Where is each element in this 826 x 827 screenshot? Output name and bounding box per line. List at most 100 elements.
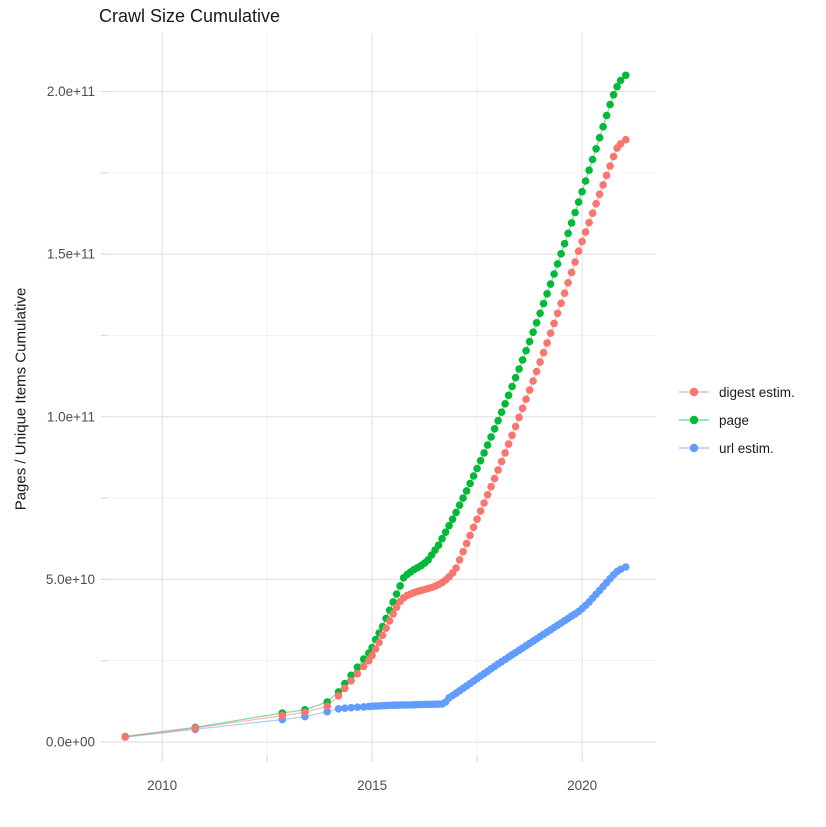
data-point-digest-estim	[494, 466, 502, 474]
data-point-page	[483, 441, 492, 449]
data-point-digest-estim	[571, 258, 579, 266]
data-point-digest-estim	[504, 440, 513, 448]
x-axis-tick-labels: 2010 2015 2020	[147, 778, 597, 793]
data-point-digest-estim	[359, 662, 368, 671]
data-point-digest-estim	[459, 547, 467, 556]
data-point-url-estim	[353, 703, 362, 711]
data-point-page	[560, 239, 569, 248]
data-point-digest-estim	[497, 457, 506, 466]
data-point-page	[553, 260, 562, 268]
data-point-page	[525, 337, 534, 346]
data-point-page	[473, 464, 481, 473]
data-point-page	[441, 528, 450, 536]
data-point-url-estim	[622, 563, 630, 571]
data-point-page	[392, 590, 401, 598]
legend-key-line-point-icon	[679, 415, 709, 425]
data-point-page	[581, 177, 590, 185]
data-point-digest-estim	[121, 733, 129, 741]
data-point-page	[504, 391, 513, 400]
data-point-digest-estim	[574, 247, 583, 255]
data-point-page	[455, 501, 464, 510]
data-point-page	[585, 166, 593, 174]
data-point-digest-estim	[567, 268, 576, 277]
data-point-digest-estim	[371, 645, 380, 653]
data-point-page	[522, 346, 530, 355]
svg-text:2010: 2010	[147, 778, 177, 793]
data-point-digest-estim	[564, 279, 572, 287]
data-point-page	[606, 100, 614, 109]
chart-title: Crawl Size Cumulative	[99, 6, 281, 26]
data-point-page	[501, 400, 509, 408]
data-point-page	[571, 208, 579, 217]
data-point-digest-estim	[536, 358, 544, 366]
data-point-digest-estim	[602, 171, 611, 180]
data-point-page	[567, 219, 576, 227]
data-point-digest-estim	[581, 228, 590, 236]
data-point-digest-estim	[392, 603, 401, 612]
data-point-digest-estim	[508, 431, 516, 440]
data-point-digest-estim	[518, 404, 527, 413]
gridlines-major	[108, 33, 656, 755]
series-digest-estim	[121, 135, 630, 741]
data-point-digest-estim	[557, 299, 565, 308]
data-point-digest-estim	[511, 422, 520, 431]
y-axis-title: Pages / Unique Items Cumulative	[12, 287, 30, 511]
data-point-digest-estim	[599, 181, 607, 189]
data-point-page	[564, 229, 572, 238]
data-point-digest-estim	[588, 209, 597, 217]
data-point-page	[452, 508, 460, 517]
svg-text:1.5e+11: 1.5e+11	[47, 247, 95, 262]
data-point-digest-estim	[501, 449, 509, 457]
data-point-digest-estim	[462, 539, 471, 548]
data-point-page	[508, 382, 516, 391]
data-point-page	[396, 582, 404, 590]
axis-tick-marks	[101, 90, 583, 762]
data-point-digest-estim	[606, 162, 614, 170]
data-point-digest-estim	[334, 692, 343, 700]
data-point-digest-estim	[609, 152, 618, 161]
data-point-digest-estim	[473, 515, 481, 523]
data-point-digest-estim	[455, 556, 464, 564]
data-point-digest-estim	[480, 499, 488, 507]
data-point-page	[550, 270, 558, 278]
data-point-digest-estim	[539, 348, 548, 357]
svg-text:2020: 2020	[567, 778, 597, 793]
data-point-url-estim	[341, 704, 349, 712]
data-point-digest-estim	[525, 386, 534, 394]
data-point-digest-estim	[191, 724, 200, 732]
data-point-page	[532, 319, 541, 327]
data-point-digest-estim	[469, 523, 478, 532]
data-point-digest-estim	[382, 624, 390, 632]
data-point-page	[466, 479, 474, 488]
data-point-page	[347, 671, 355, 680]
data-point-page	[490, 425, 499, 433]
data-point-page	[476, 456, 485, 465]
data-point-page	[602, 111, 611, 120]
data-point-digest-estim	[529, 377, 537, 385]
data-point-page	[469, 472, 478, 480]
data-point-digest-estim	[389, 610, 397, 618]
data-point-digest-estim	[483, 491, 492, 499]
legend: digest estim. page url estim.	[678, 378, 795, 462]
legend-label: page	[719, 412, 750, 428]
data-point-digest-estim	[476, 507, 485, 515]
data-point-page	[459, 494, 467, 502]
data-point-page	[574, 198, 583, 206]
data-point-page	[518, 356, 527, 364]
y-axis-tick-labels: 0.0e+00 5.0e+10 1.0e+11 1.5e+11 2.0e+11	[46, 84, 95, 749]
data-point-digest-estim	[622, 135, 630, 144]
data-point-digest-estim	[546, 329, 555, 338]
data-point-page	[592, 145, 600, 153]
svg-text:0.0e+00: 0.0e+00	[46, 734, 95, 749]
data-point-page	[494, 416, 502, 425]
legend-label: url estim.	[719, 440, 774, 456]
data-point-digest-estim	[585, 218, 593, 227]
svg-text:2.0e+11: 2.0e+11	[47, 84, 95, 99]
data-point-page	[353, 663, 362, 671]
legend-item-digest-estim: digest estim.	[678, 378, 795, 406]
data-point-digest-estim	[341, 684, 349, 693]
data-point-page	[595, 133, 604, 142]
data-point-page	[445, 521, 453, 530]
